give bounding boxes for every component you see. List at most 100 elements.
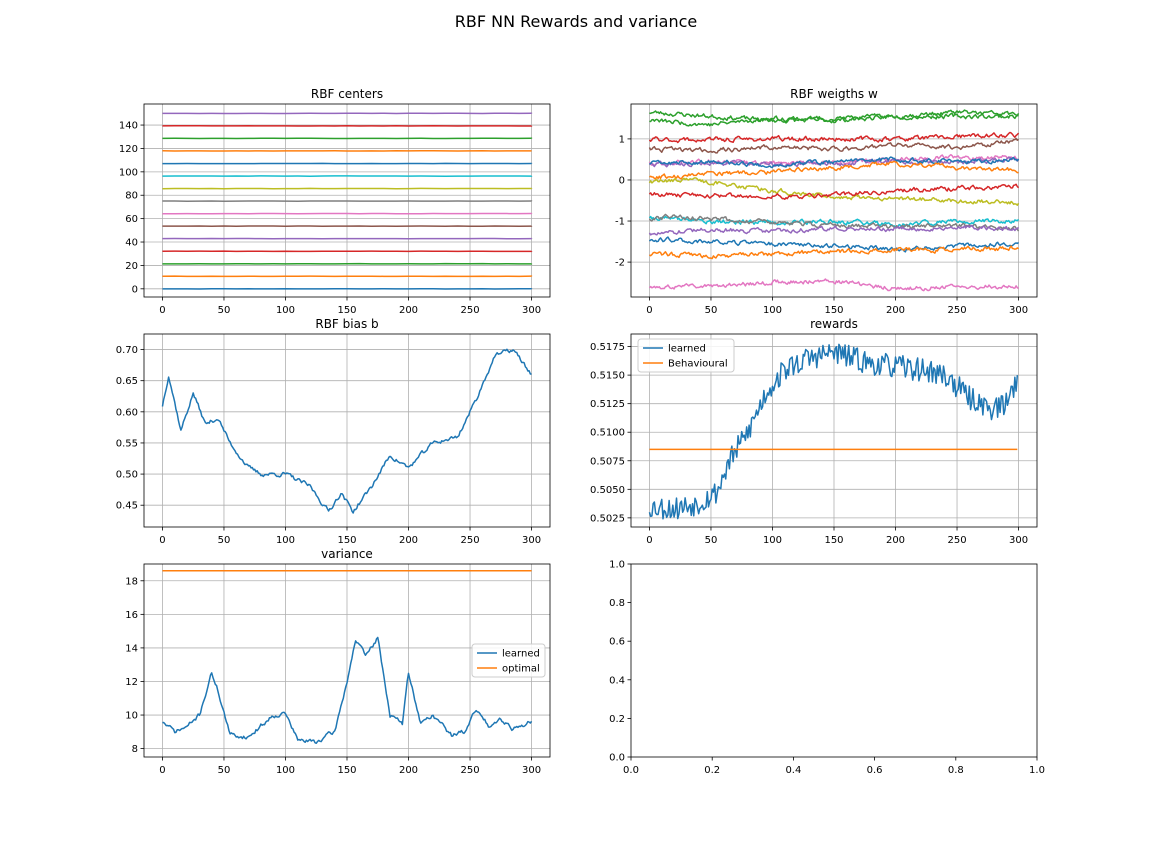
x-tick-label: 0.0 — [623, 765, 639, 776]
series-line-15 — [648, 278, 1019, 292]
chart-bias: RBF bias b 0 50 100 150 200 250 300 0.45 0.50 0.55… — [116, 317, 551, 546]
chart-centers: RBF centers 0 50 100 150 200 250 300 0 20 40 60 80 10… — [119, 87, 551, 316]
x-tick-label: 0.2 — [704, 765, 720, 776]
y-tick-label: 0.5150 — [590, 371, 625, 382]
y-tick-label: 0.5025 — [590, 513, 625, 524]
chart-title: variance — [321, 547, 373, 561]
chart-title: RBF weigths w — [790, 87, 878, 101]
x-tick-label: 300 — [522, 535, 541, 546]
x-tick-label: 150 — [824, 305, 843, 316]
series-line-9 — [648, 183, 1020, 200]
x-tick-label: 250 — [460, 305, 479, 316]
y-tick-label: 0.5100 — [590, 428, 625, 439]
y-tick-label: 0.70 — [116, 345, 138, 356]
x-tick-label: 50 — [218, 765, 231, 776]
series-line-11 — [648, 213, 1020, 232]
series-line-learned — [648, 343, 1019, 520]
x-tick-label: 0.8 — [948, 765, 964, 776]
y-tick-label: 0.4 — [609, 675, 625, 686]
y-tick-label: -2 — [615, 258, 625, 269]
series-line-2 — [648, 131, 1020, 144]
y-tick-label: -1 — [615, 217, 625, 228]
series-line-learned — [162, 636, 533, 745]
chart-rewards: rewards 0 50 100 150 200 250 300 0.5025 0.5050 0.5… — [590, 317, 1038, 546]
legend-label: Behavioural — [668, 359, 728, 370]
x-tick-label: 100 — [276, 765, 295, 776]
y-tick-label: 140 — [119, 121, 138, 132]
y-tick-label: 18 — [125, 576, 138, 587]
x-tick-label: 50 — [218, 535, 231, 546]
x-tick-label: 0 — [646, 535, 652, 546]
x-tick-label: 200 — [399, 535, 418, 546]
x-tick-label: 200 — [399, 765, 418, 776]
y-tick-label: 0.5075 — [590, 456, 625, 467]
x-tick-label: 100 — [763, 305, 782, 316]
x-tick-label: 0 — [159, 535, 165, 546]
legend-label: learned — [502, 649, 540, 660]
figure-title: RBF NN Rewards and variance — [454, 12, 698, 31]
y-tick-label: 20 — [125, 261, 138, 272]
x-tick-label: 150 — [824, 535, 843, 546]
x-tick-label: 250 — [460, 535, 479, 546]
chart-weights: RBF weigths w 0 50 100 150 200 250 300 -2 -1 0 1 — [615, 87, 1038, 316]
y-tick-label: 100 — [119, 167, 138, 178]
y-tick-label: 0.65 — [116, 376, 138, 387]
y-tick-label: 8 — [132, 744, 138, 755]
legend: learned optimal — [471, 643, 546, 678]
y-tick-label: 40 — [125, 238, 138, 249]
series-line-0 — [649, 110, 1019, 124]
y-tick-label: 0.5175 — [590, 342, 625, 353]
series-line-12 — [648, 224, 1019, 236]
x-tick-label: 250 — [947, 305, 966, 316]
series-line-5 — [648, 156, 1020, 168]
y-tick-label: 14 — [125, 643, 138, 654]
series-line-6 — [649, 156, 1020, 169]
series-line-7 — [649, 160, 1019, 180]
series-line-8 — [648, 177, 1020, 206]
chart-variance: variance 0 50 100 150 200 250 300 8 10 12 14 16 18 lea… — [125, 547, 551, 776]
x-tick-label: 0 — [159, 305, 165, 316]
x-tick-label: 200 — [886, 305, 905, 316]
x-tick-label: 50 — [218, 305, 231, 316]
legend: learned Behavioural — [637, 338, 735, 373]
y-tick-label: 0.6 — [609, 637, 625, 648]
y-tick-label: 0.60 — [116, 407, 138, 418]
y-tick-label: 0.2 — [609, 714, 625, 725]
x-tick-label: 200 — [886, 535, 905, 546]
x-tick-label: 1.0 — [1029, 765, 1045, 776]
x-tick-label: 150 — [337, 535, 356, 546]
x-tick-label: 0 — [646, 305, 652, 316]
y-tick-label: 16 — [125, 610, 138, 621]
x-tick-label: 300 — [1009, 305, 1028, 316]
x-tick-label: 100 — [276, 305, 295, 316]
series-line-13 — [648, 236, 1019, 253]
series-line-14 — [649, 245, 1019, 260]
y-tick-label: 80 — [125, 191, 138, 202]
chart-empty: 0.0 0.2 0.4 0.6 0.8 1.0 0.0 0.2 0.4 0.6 0.8 1.0 — [609, 560, 1045, 777]
x-tick-label: 250 — [947, 535, 966, 546]
axes-frame — [630, 563, 1038, 758]
chart-title: rewards — [810, 317, 858, 331]
y-tick-label: 0.0 — [609, 753, 625, 764]
x-tick-label: 300 — [522, 765, 541, 776]
x-tick-label: 150 — [337, 305, 356, 316]
series-line-1 — [649, 109, 1020, 127]
series-line-10 — [648, 215, 1020, 228]
y-tick-label: 12 — [125, 677, 138, 688]
x-tick-label: 300 — [522, 305, 541, 316]
y-tick-label: 0.55 — [116, 438, 138, 449]
y-tick-label: 120 — [119, 144, 138, 155]
y-tick-label: 1.0 — [609, 560, 625, 571]
x-tick-label: 0 — [159, 765, 165, 776]
x-tick-label: 200 — [399, 305, 418, 316]
y-tick-label: 10 — [125, 711, 138, 722]
y-tick-label: 0.45 — [116, 501, 138, 512]
series-line-0 — [161, 348, 532, 514]
legend-label: optimal — [502, 664, 540, 675]
series-line-3 — [648, 137, 1019, 154]
x-tick-label: 150 — [337, 765, 356, 776]
y-tick-label: 0 — [132, 284, 138, 295]
chart-title: RBF bias b — [315, 317, 378, 331]
y-tick-label: 0.5125 — [590, 399, 625, 410]
